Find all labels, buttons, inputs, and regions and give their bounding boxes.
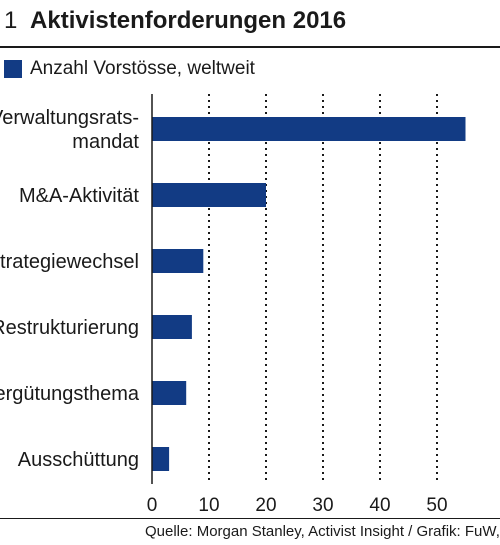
source-note: Quelle: Morgan Stanley, Activist Insight… [145,523,500,540]
category-label-line: Ausschüttung [18,449,139,471]
category-label-line: Restrukturierung [0,317,139,339]
category-label-line: mandat [72,131,139,153]
category-label-1: M&A-Aktivität [19,185,139,207]
chart-number: 1 [4,7,18,34]
footer-rule [0,518,500,519]
category-label-line: Vergütungsthema [0,383,140,405]
legend-swatch [4,60,22,78]
bar-4 [152,381,187,405]
x-tick-label-40: 40 [369,495,390,516]
category-label-line: Verwaltungsrats- [0,107,139,129]
bar-1 [152,183,266,207]
x-tick-label-30: 30 [312,495,333,516]
category-label-3: Restrukturierung [0,317,139,339]
x-tick-label-20: 20 [255,495,276,516]
bar-0 [152,117,466,141]
x-tick-label-50: 50 [426,495,447,516]
legend: Anzahl Vorstösse, weltweit [4,56,255,82]
category-label-line: Strategiewechsel [0,251,139,273]
category-label-line: M&A-Aktivität [19,185,139,207]
category-label-4: Vergütungsthema [0,383,140,405]
bar-3 [152,315,192,339]
title-rule [0,46,500,48]
x-tick-label-10: 10 [198,495,219,516]
category-label-5: Ausschüttung [18,449,139,471]
category-label-2: Strategiewechsel [0,251,139,273]
category-label-0: Verwaltungsrats-mandat [0,107,139,153]
chart-title-text: Aktivistenforderungen 2016 [30,7,347,34]
legend-label: Anzahl Vorstösse, weltweit [30,58,255,79]
bar-5 [152,447,170,471]
x-tick-label-0: 0 [147,495,158,516]
bar-2 [152,249,204,273]
chart-title: 1 Aktivistenforderungen 2016 [4,6,346,36]
